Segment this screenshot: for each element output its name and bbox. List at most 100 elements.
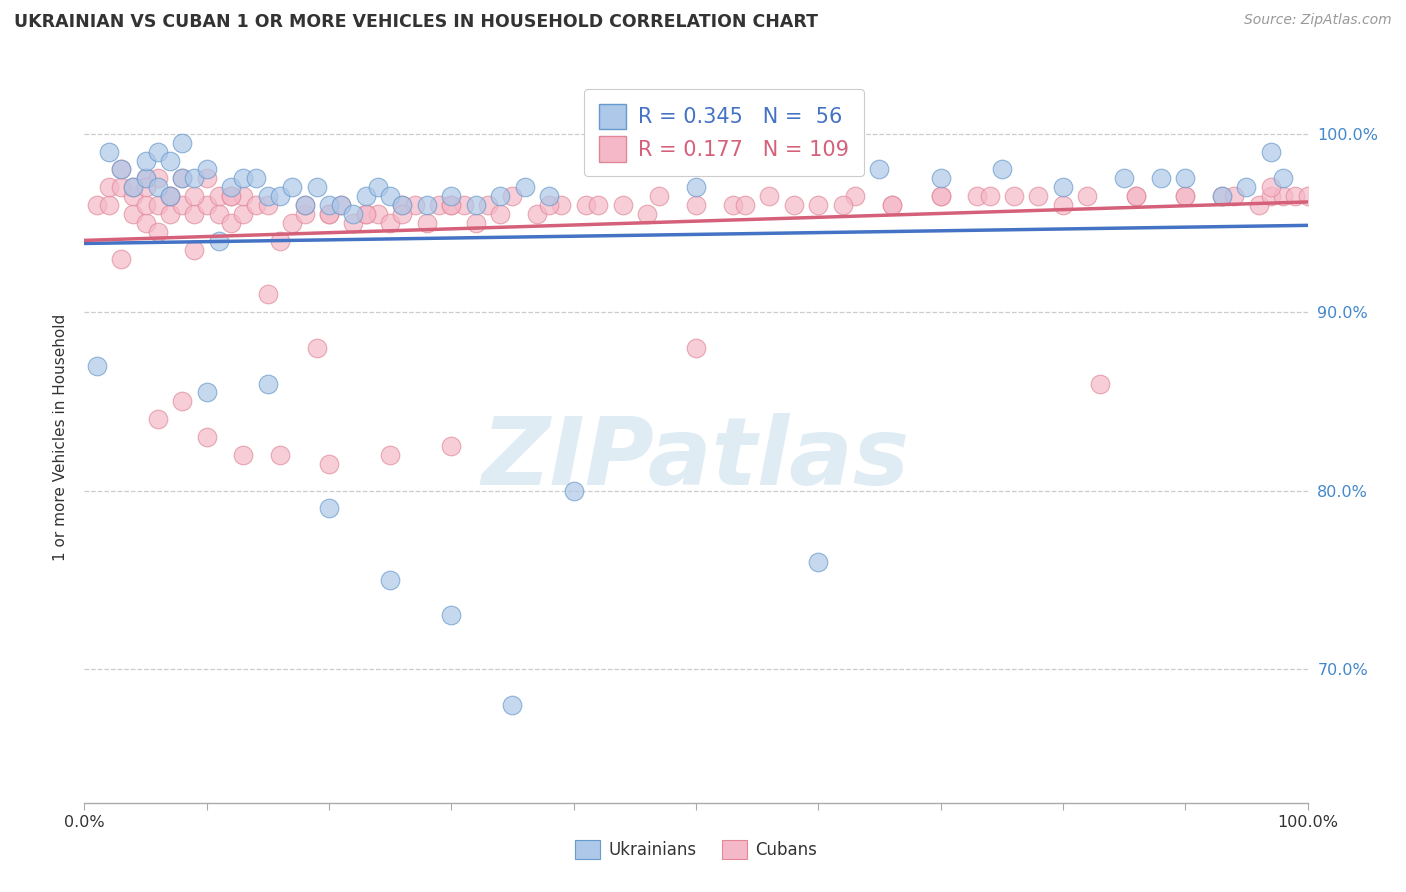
- Point: [489, 207, 512, 221]
- Point: [146, 145, 169, 159]
- Point: [122, 207, 145, 221]
- Point: [245, 171, 267, 186]
- Point: [721, 198, 744, 212]
- Point: [219, 180, 242, 194]
- Point: [122, 180, 145, 194]
- Point: [427, 198, 450, 212]
- Text: UKRAINIAN VS CUBAN 1 OR MORE VEHICLES IN HOUSEHOLD CORRELATION CHART: UKRAINIAN VS CUBAN 1 OR MORE VEHICLES IN…: [14, 13, 818, 31]
- Point: [97, 180, 120, 194]
- Point: [330, 198, 353, 212]
- Text: Source: ZipAtlas.com: Source: ZipAtlas.com: [1244, 13, 1392, 28]
- Point: [232, 448, 254, 462]
- Point: [758, 189, 780, 203]
- Point: [979, 189, 1001, 203]
- Point: [380, 216, 402, 230]
- Point: [354, 189, 377, 203]
- Point: [685, 180, 707, 194]
- Point: [110, 180, 132, 194]
- Point: [1272, 189, 1295, 203]
- Point: [269, 189, 291, 203]
- Point: [477, 198, 499, 212]
- Point: [305, 341, 328, 355]
- Point: [380, 189, 402, 203]
- Point: [183, 207, 205, 221]
- Point: [513, 180, 536, 194]
- Point: [245, 198, 267, 212]
- Point: [257, 376, 280, 391]
- Point: [1150, 171, 1173, 186]
- Point: [367, 207, 389, 221]
- Point: [330, 198, 353, 212]
- Point: [208, 189, 231, 203]
- Point: [172, 171, 194, 186]
- Point: [966, 189, 988, 203]
- Point: [195, 430, 218, 444]
- Point: [1223, 189, 1246, 203]
- Point: [636, 207, 658, 221]
- Point: [929, 171, 952, 186]
- Point: [172, 198, 194, 212]
- Point: [97, 198, 120, 212]
- Point: [110, 252, 132, 266]
- Point: [305, 180, 328, 194]
- Point: [195, 171, 218, 186]
- Point: [146, 171, 169, 186]
- Point: [1052, 198, 1074, 212]
- Point: [464, 216, 486, 230]
- Point: [318, 207, 340, 221]
- Point: [146, 225, 169, 239]
- Point: [1076, 189, 1098, 203]
- Point: [1284, 189, 1306, 203]
- Point: [172, 136, 194, 150]
- Point: [1174, 171, 1197, 186]
- Point: [1052, 180, 1074, 194]
- Point: [685, 341, 707, 355]
- Point: [1272, 171, 1295, 186]
- Point: [183, 243, 205, 257]
- Point: [1125, 189, 1147, 203]
- Point: [135, 216, 157, 230]
- Point: [880, 198, 903, 212]
- Point: [232, 189, 254, 203]
- Point: [195, 385, 218, 400]
- Point: [502, 698, 524, 712]
- Point: [159, 189, 181, 203]
- Point: [1296, 189, 1319, 203]
- Point: [1174, 189, 1197, 203]
- Point: [232, 171, 254, 186]
- Point: [380, 448, 402, 462]
- Point: [97, 145, 120, 159]
- Point: [269, 234, 291, 248]
- Point: [219, 216, 242, 230]
- Point: [1211, 189, 1233, 203]
- Point: [1002, 189, 1025, 203]
- Point: [208, 234, 231, 248]
- Point: [783, 198, 806, 212]
- Point: [453, 198, 475, 212]
- Point: [135, 198, 157, 212]
- Point: [86, 198, 108, 212]
- Point: [1125, 189, 1147, 203]
- Point: [122, 189, 145, 203]
- Point: [550, 198, 572, 212]
- Point: [195, 198, 218, 212]
- Point: [440, 198, 463, 212]
- Point: [281, 180, 304, 194]
- Point: [844, 189, 866, 203]
- Point: [342, 216, 364, 230]
- Point: [575, 198, 598, 212]
- Point: [318, 198, 340, 212]
- Point: [1028, 189, 1050, 203]
- Point: [1247, 198, 1270, 212]
- Point: [586, 198, 609, 212]
- Point: [526, 207, 548, 221]
- Point: [416, 216, 439, 230]
- Point: [135, 171, 157, 186]
- Point: [929, 189, 952, 203]
- Point: [380, 573, 402, 587]
- Point: [183, 171, 205, 186]
- Point: [1260, 189, 1282, 203]
- Y-axis label: 1 or more Vehicles in Household: 1 or more Vehicles in Household: [52, 313, 67, 561]
- Point: [929, 189, 952, 203]
- Point: [195, 162, 218, 177]
